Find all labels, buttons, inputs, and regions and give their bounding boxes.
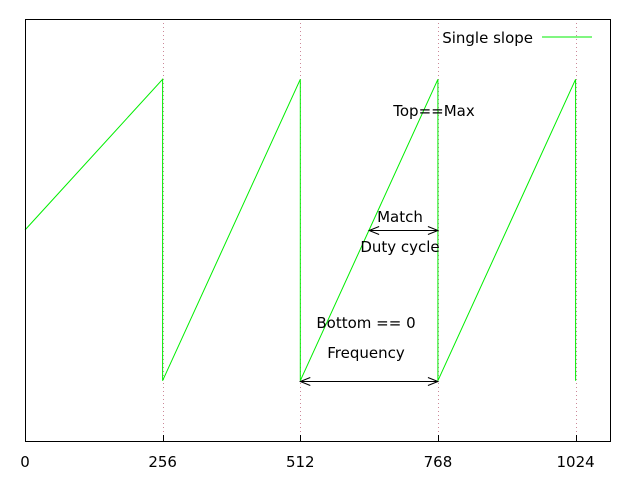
match-label: Match <box>377 208 423 226</box>
legend: Single slope <box>442 29 592 47</box>
x-tick-label: 768 <box>424 453 453 471</box>
series-line <box>24 78 577 381</box>
arrow-head-right <box>427 226 440 235</box>
x-tick-label: 512 <box>286 453 315 471</box>
x-tick-label: 256 <box>148 453 177 471</box>
duty-cycle-arrow <box>367 226 440 235</box>
x-axis-ticks: 0 256 512 768 1024 <box>20 435 595 471</box>
x-tick-label: 1024 <box>556 453 594 471</box>
x-tick-label: 0 <box>20 453 30 471</box>
series-layer <box>24 78 577 381</box>
duty-cycle-label: Duty cycle <box>360 238 439 256</box>
annotations: Top==Max Match Duty cycle Bottom == 0 Fr… <box>298 102 475 386</box>
arrow-head-left <box>367 226 380 235</box>
arrow-head-right <box>427 377 440 386</box>
dimension-arrows <box>298 226 440 386</box>
legend-label: Single slope <box>442 29 533 47</box>
bottom-zero-label: Bottom == 0 <box>316 314 415 332</box>
frequency-arrow <box>298 377 440 386</box>
arrow-head-left <box>298 377 311 386</box>
top-max-label: Top==Max <box>392 102 475 120</box>
plot-frame <box>25 19 611 442</box>
frequency-label: Frequency <box>327 344 405 362</box>
